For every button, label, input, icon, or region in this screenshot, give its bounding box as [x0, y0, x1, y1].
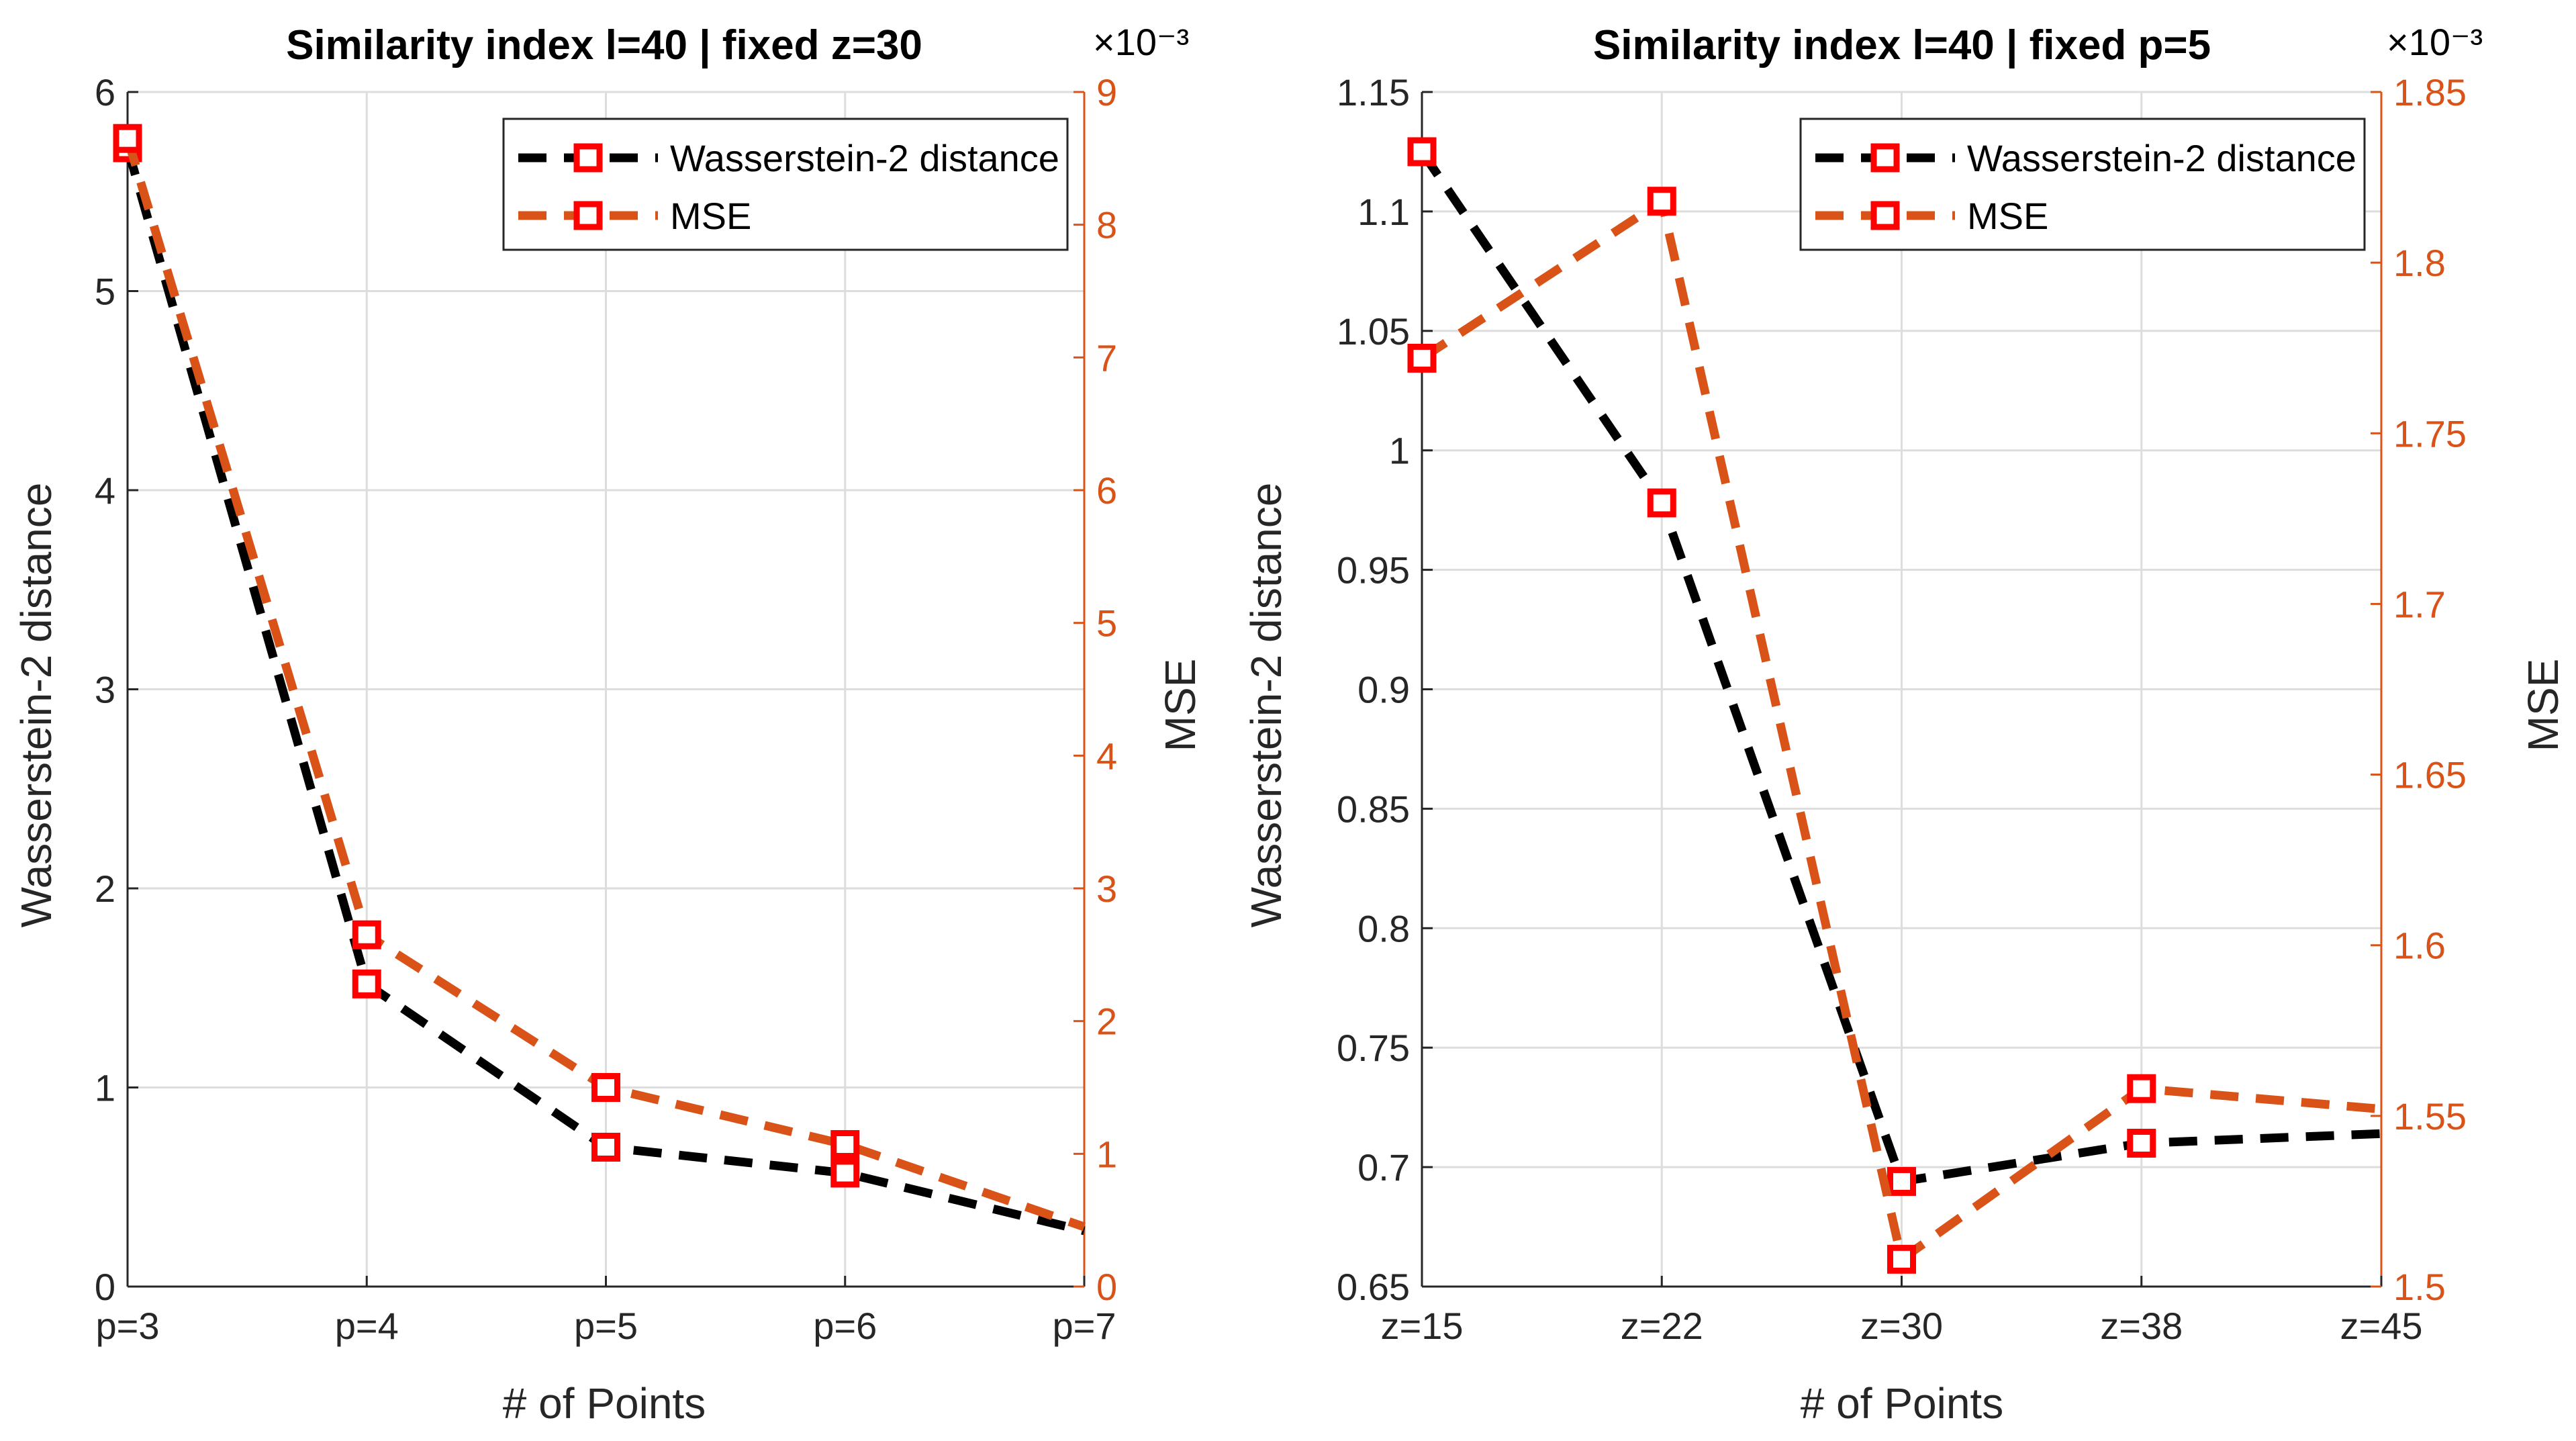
x-tick-label: p=5	[574, 1305, 638, 1347]
y-tick-label: 0.8	[1357, 907, 1410, 949]
legend-label: Wasserstein-2 distance	[1967, 137, 2356, 179]
y-tick-right-label: 1.55	[2393, 1095, 2467, 1137]
data-point-marker	[591, 1073, 620, 1102]
data-point-marker	[352, 920, 381, 949]
legend-swatch-marker	[1870, 201, 1900, 230]
y-tick-right-label: 1.5	[2393, 1266, 2446, 1308]
y-tick-label: 0.9	[1357, 669, 1410, 711]
y-tick-label: 1	[95, 1067, 115, 1109]
y-tick-label: 1.05	[1337, 310, 1410, 353]
series-wasserstein	[1407, 137, 2382, 1196]
y-axis-right-label: MSE	[2519, 659, 2567, 752]
x-tick-label: z=38	[2100, 1305, 2183, 1347]
series-mse	[113, 124, 1086, 1231]
chart-title: Similarity index l=40 | fixed z=30	[286, 22, 922, 69]
data-point-marker	[1887, 1244, 1916, 1274]
x-tick-label: z=45	[2340, 1305, 2423, 1347]
x-tick-label: p=6	[813, 1305, 877, 1347]
y-tick-right-label: 1.8	[2393, 242, 2446, 284]
legend-swatch-marker	[573, 201, 603, 230]
y-tick-right-label: 1.7	[2393, 583, 2446, 625]
x-tick-label: p=3	[96, 1305, 160, 1347]
y-tick-right-label: 0	[1096, 1266, 1117, 1308]
y-tick-label: 0.65	[1337, 1266, 1410, 1308]
y-tick-label: 1.1	[1357, 191, 1410, 233]
chart-left: Similarity index l=40 | fixed z=30 # of …	[12, 21, 1204, 1428]
legend-swatch-marker	[573, 143, 603, 173]
y-tick-right-label: 3	[1096, 868, 1117, 910]
x-tick-label: p=7	[1053, 1305, 1116, 1347]
y-tick-label: 1.15	[1337, 71, 1410, 113]
data-point-marker	[830, 1129, 860, 1159]
legend-label: MSE	[670, 195, 751, 237]
x-tick-label: z=30	[1860, 1305, 1943, 1347]
y-tick-right-label: 1.6	[2393, 925, 2446, 967]
legend: Wasserstein-2 distance MSE	[1799, 118, 2366, 251]
y-tick-label: 0.85	[1337, 788, 1410, 830]
x-axis-label: # of Points	[503, 1379, 706, 1428]
legend: Wasserstein-2 distance MSE	[502, 118, 1069, 251]
chart-right: Similarity index l=40 | fixed p=5 # of P…	[1242, 21, 2567, 1428]
y-tick-label: 0.75	[1337, 1027, 1410, 1069]
data-point-marker	[113, 124, 142, 153]
y-tick-label: 3	[95, 669, 115, 711]
x-axis-label: # of Points	[1801, 1379, 2003, 1428]
y-tick-label: 4	[95, 469, 115, 512]
legend-label: Wasserstein-2 distance	[670, 137, 1059, 179]
data-point-marker	[1887, 1166, 1916, 1196]
data-point-marker	[830, 1158, 860, 1188]
x-tick-label: z=15	[1381, 1305, 1464, 1347]
data-point-marker	[1647, 187, 1676, 216]
y-tick-right-label: 9	[1096, 71, 1117, 113]
y-tick-label: 0.95	[1337, 549, 1410, 592]
x-tick-label: z=22	[1621, 1305, 1703, 1347]
y-tick-label: 5	[95, 271, 115, 313]
data-point-marker	[591, 1132, 620, 1162]
chart-title: Similarity index l=40 | fixed p=5	[1593, 22, 2211, 69]
y-tick-right-label: 1.85	[2393, 71, 2467, 113]
y-tick-right-label: 1.75	[2393, 412, 2467, 455]
y-tick-right-label: 8	[1096, 204, 1117, 246]
y-tick-right-label: 7	[1096, 336, 1117, 379]
y-tick-label: 0.7	[1357, 1146, 1410, 1189]
legend-label: MSE	[1967, 195, 2048, 237]
y-axis-right-exponent: ×10⁻³	[1093, 21, 1189, 63]
data-point-marker	[352, 969, 381, 998]
grid	[1421, 91, 2383, 1288]
series-wasserstein	[113, 133, 1086, 1236]
y-tick-right-label: 5	[1096, 602, 1117, 645]
y-tick-right-label: 6	[1096, 469, 1117, 512]
y-axis-label: Wasserstein-2 distance	[1242, 483, 1290, 928]
y-tick-label: 2	[95, 868, 115, 910]
grid	[126, 91, 1086, 1288]
y-axis-right-exponent: ×10⁻³	[2387, 21, 2483, 63]
data-point-marker	[1647, 488, 1676, 518]
y-tick-label: 1	[1389, 430, 1410, 472]
y-tick-right-label: 1	[1096, 1133, 1117, 1175]
series-mse	[1407, 187, 2382, 1274]
data-point-marker	[1407, 343, 1437, 373]
legend-swatch-marker	[1870, 143, 1900, 173]
y-tick-label: 0	[95, 1266, 115, 1308]
data-point-marker	[1407, 137, 1437, 167]
y-tick-label: 6	[95, 71, 115, 113]
y-axis-right-label: MSE	[1156, 659, 1204, 752]
data-point-marker	[2127, 1074, 2156, 1103]
x-tick-label: p=4	[335, 1305, 399, 1347]
y-tick-right-label: 4	[1096, 735, 1117, 777]
data-point-marker	[2127, 1129, 2156, 1158]
y-axis-label: Wasserstein-2 distance	[12, 483, 60, 928]
y-tick-right-label: 2	[1096, 1001, 1117, 1043]
y-tick-right-label: 1.65	[2393, 754, 2467, 796]
